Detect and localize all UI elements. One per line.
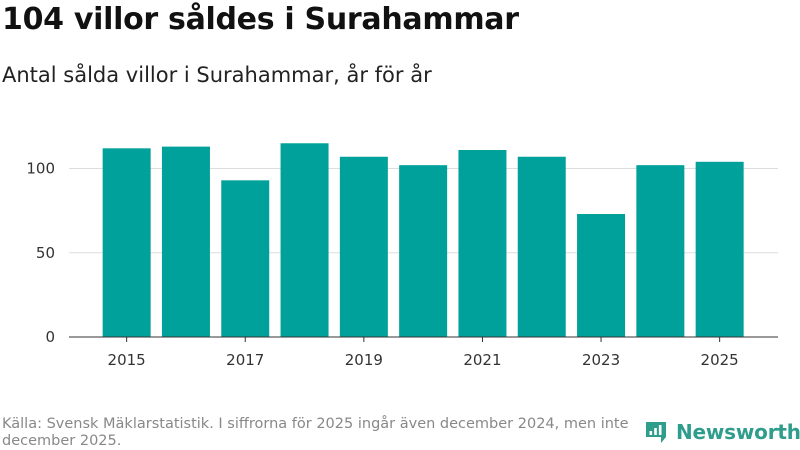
bar-2017 bbox=[221, 180, 270, 337]
bar-2025 bbox=[695, 161, 744, 337]
brand-name: Newsworthy bbox=[676, 420, 800, 444]
x-tick-label: 2023 bbox=[582, 351, 620, 369]
bar-2016 bbox=[161, 146, 210, 337]
bar-2022 bbox=[517, 156, 566, 337]
bar-2020 bbox=[399, 165, 448, 337]
x-tick-label: 2019 bbox=[345, 351, 383, 369]
axes: 0 50 100 2015 2017 2019 2021 2023 2025 bbox=[26, 160, 778, 369]
x-tick-label: 2017 bbox=[226, 351, 264, 369]
source-note: Källa: Svensk Mäklarstatistik. I siffror… bbox=[2, 416, 629, 449]
bars bbox=[102, 143, 744, 337]
bar-2019 bbox=[339, 156, 388, 337]
bar-2024 bbox=[636, 165, 685, 337]
bar-2023 bbox=[577, 214, 626, 337]
y-tick-label: 100 bbox=[26, 160, 55, 178]
y-tick-label: 50 bbox=[36, 244, 55, 262]
bar-2018 bbox=[280, 143, 329, 337]
y-tick-label: 0 bbox=[45, 328, 55, 346]
bar-2021 bbox=[458, 150, 507, 337]
brand-logo: Newsworthy bbox=[644, 418, 800, 446]
chart-subtitle: Antal sålda villor i Surahammar, år för … bbox=[2, 63, 432, 87]
x-tick-label: 2021 bbox=[463, 351, 501, 369]
x-tick-label: 2025 bbox=[701, 351, 739, 369]
bar-2015 bbox=[102, 148, 151, 337]
newsworthy-logo-icon bbox=[646, 422, 666, 443]
chart-title: 104 villor såldes i Surahammar bbox=[2, 2, 519, 37]
x-tick-label: 2015 bbox=[108, 351, 146, 369]
